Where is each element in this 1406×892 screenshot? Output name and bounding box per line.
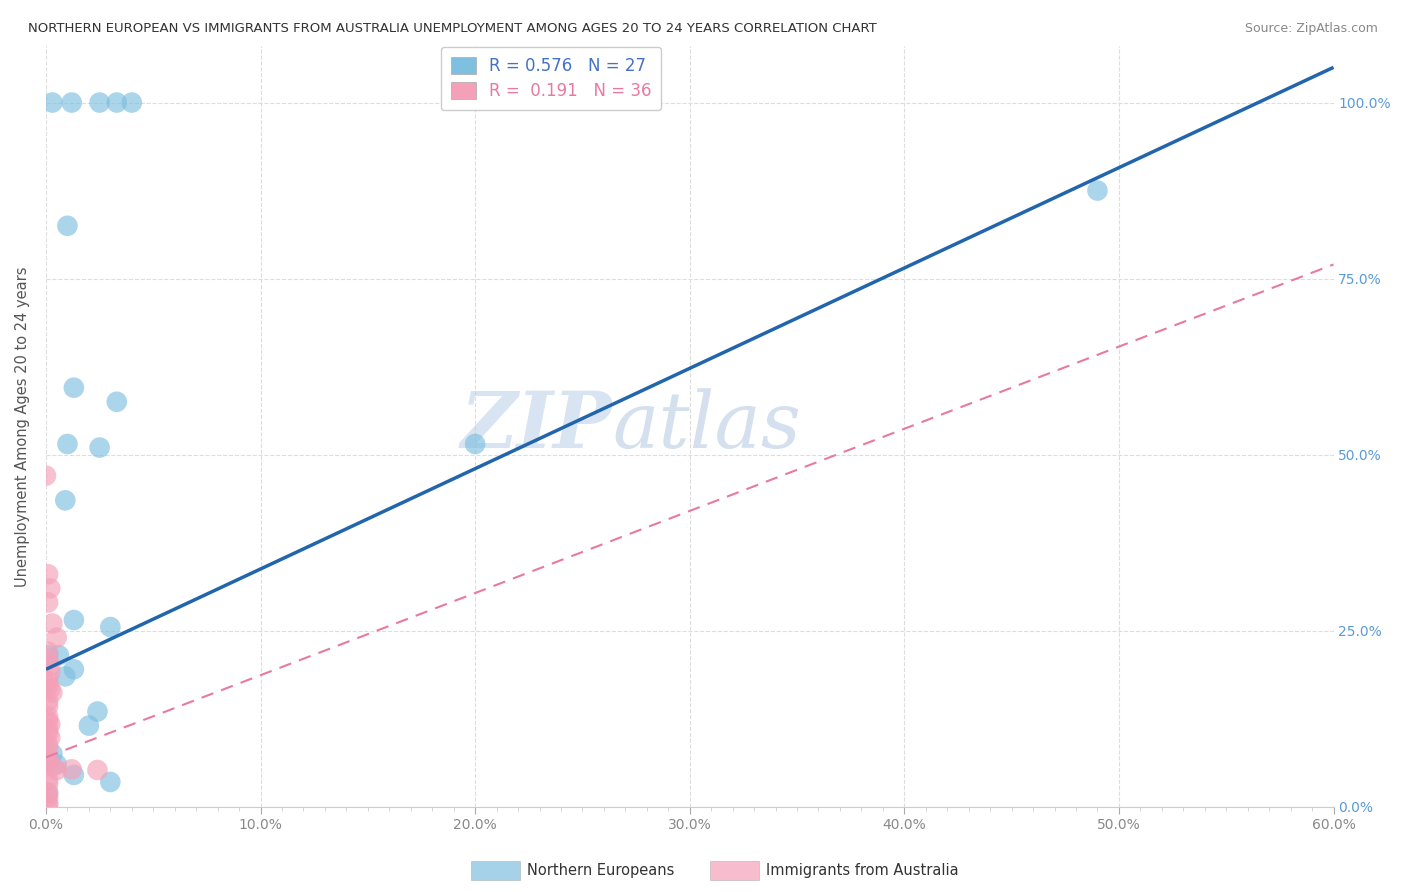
Point <box>37 752 59 766</box>
Point <box>105 95 128 110</box>
Point <box>45 763 67 777</box>
Point <box>464 437 486 451</box>
Point <box>63 768 86 782</box>
Point <box>37 694 59 708</box>
Point <box>37 709 59 723</box>
Point <box>37 722 59 736</box>
Point <box>37 785 59 799</box>
Point <box>41 95 63 110</box>
Point <box>98 775 121 789</box>
Point <box>37 595 59 609</box>
Point <box>86 705 108 719</box>
Point <box>89 441 111 455</box>
Point <box>37 790 59 805</box>
Text: atlas: atlas <box>613 388 801 465</box>
Point <box>37 797 59 812</box>
Point <box>37 772 59 787</box>
Point <box>37 726 59 740</box>
Point <box>53 669 76 683</box>
Point <box>45 757 67 772</box>
Point <box>121 95 143 110</box>
Y-axis label: Unemployment Among Ages 20 to 24 years: Unemployment Among Ages 20 to 24 years <box>15 266 30 587</box>
Point <box>37 754 59 768</box>
Point <box>37 756 59 770</box>
Text: NORTHERN EUROPEAN VS IMMIGRANTS FROM AUSTRALIA UNEMPLOYMENT AMONG AGES 20 TO 24 : NORTHERN EUROPEAN VS IMMIGRANTS FROM AUS… <box>28 22 877 36</box>
Point <box>63 381 86 395</box>
Point <box>39 665 62 680</box>
Point <box>77 718 100 732</box>
Point <box>41 747 63 761</box>
Point <box>56 219 79 233</box>
Point <box>37 714 59 728</box>
Point <box>105 394 128 409</box>
Point <box>39 717 62 731</box>
Point <box>37 787 59 801</box>
Point <box>37 567 59 582</box>
Point <box>98 620 121 634</box>
Point <box>41 759 63 773</box>
Point <box>39 582 62 596</box>
Point <box>60 95 83 110</box>
Point <box>39 658 62 673</box>
Point <box>37 698 59 713</box>
Point <box>37 678 59 692</box>
Text: ZIP: ZIP <box>461 388 613 465</box>
Point <box>48 648 70 663</box>
Point <box>37 777 59 791</box>
Point <box>37 652 59 666</box>
Point <box>60 762 83 776</box>
Point <box>37 674 59 689</box>
Point <box>39 681 62 696</box>
Point <box>45 631 67 645</box>
Text: Northern Europeans: Northern Europeans <box>527 863 675 878</box>
Point <box>39 731 62 745</box>
Point <box>63 662 86 676</box>
Point <box>86 763 108 777</box>
Point <box>37 738 59 752</box>
Point <box>56 437 79 451</box>
Point <box>37 742 59 756</box>
Point <box>37 797 59 811</box>
Point <box>37 645 59 659</box>
Point <box>63 613 86 627</box>
Point <box>89 95 111 110</box>
Point <box>37 648 59 663</box>
Legend: R = 0.576   N = 27, R =  0.191   N = 36: R = 0.576 N = 27, R = 0.191 N = 36 <box>440 47 661 110</box>
Point <box>41 685 63 699</box>
Point <box>1087 184 1109 198</box>
Text: Immigrants from Australia: Immigrants from Australia <box>766 863 959 878</box>
Point <box>53 493 76 508</box>
Text: Source: ZipAtlas.com: Source: ZipAtlas.com <box>1244 22 1378 36</box>
Point <box>35 468 58 483</box>
Point <box>41 616 63 631</box>
